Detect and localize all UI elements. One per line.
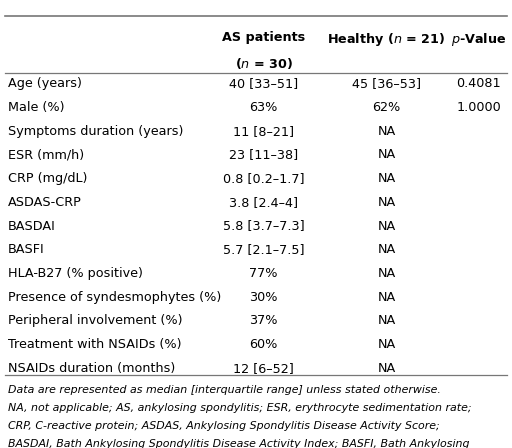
Text: 5.8 [3.7–7.3]: 5.8 [3.7–7.3] — [223, 220, 305, 233]
Text: Presence of syndesmophytes (%): Presence of syndesmophytes (%) — [8, 291, 221, 304]
Text: 40 [33–51]: 40 [33–51] — [229, 77, 298, 90]
Text: NA: NA — [377, 267, 396, 280]
Text: NA: NA — [377, 125, 396, 138]
Text: Healthy ($n$ = 21): Healthy ($n$ = 21) — [328, 31, 445, 48]
Text: NA: NA — [377, 291, 396, 304]
Text: ASDAS-CRP: ASDAS-CRP — [8, 196, 81, 209]
Text: CRP (mg/dL): CRP (mg/dL) — [8, 172, 87, 185]
Text: 37%: 37% — [249, 314, 278, 327]
Text: NA: NA — [377, 172, 396, 185]
Text: 0.4081: 0.4081 — [456, 77, 501, 90]
Text: ($n$ = 30): ($n$ = 30) — [234, 56, 293, 71]
Text: $p$-Value: $p$-Value — [451, 31, 506, 48]
Text: NSAIDs duration (months): NSAIDs duration (months) — [8, 362, 175, 375]
Text: NA: NA — [377, 362, 396, 375]
Text: Data are represented as median [interquartile range] unless stated otherwise.: Data are represented as median [interqua… — [8, 385, 440, 395]
Text: 30%: 30% — [249, 291, 278, 304]
Text: NA: NA — [377, 220, 396, 233]
Text: BASFI: BASFI — [8, 243, 45, 256]
Text: BASDAI: BASDAI — [8, 220, 56, 233]
Text: 3.8 [2.4–4]: 3.8 [2.4–4] — [229, 196, 298, 209]
Text: 12 [6–52]: 12 [6–52] — [233, 362, 294, 375]
Text: 63%: 63% — [249, 101, 278, 114]
Text: Treatment with NSAIDs (%): Treatment with NSAIDs (%) — [8, 338, 181, 351]
Text: 62%: 62% — [372, 101, 401, 114]
Text: 45 [36–53]: 45 [36–53] — [352, 77, 421, 90]
Text: 77%: 77% — [249, 267, 278, 280]
Text: 23 [11–38]: 23 [11–38] — [229, 148, 298, 161]
Text: Male (%): Male (%) — [8, 101, 64, 114]
Text: AS patients: AS patients — [222, 31, 305, 44]
Text: Symptoms duration (years): Symptoms duration (years) — [8, 125, 183, 138]
Text: 0.8 [0.2–1.7]: 0.8 [0.2–1.7] — [223, 172, 305, 185]
Text: NA: NA — [377, 314, 396, 327]
Text: NA: NA — [377, 338, 396, 351]
Text: Peripheral involvement (%): Peripheral involvement (%) — [8, 314, 182, 327]
Text: 1.0000: 1.0000 — [456, 101, 501, 114]
Text: NA: NA — [377, 196, 396, 209]
Text: Age (years): Age (years) — [8, 77, 81, 90]
Text: 11 [8–21]: 11 [8–21] — [233, 125, 294, 138]
Text: HLA-B27 (% positive): HLA-B27 (% positive) — [8, 267, 142, 280]
Text: 5.7 [2.1–7.5]: 5.7 [2.1–7.5] — [223, 243, 305, 256]
Text: NA, not applicable; AS, ankylosing spondylitis; ESR, erythrocyte sedimentation r: NA, not applicable; AS, ankylosing spond… — [8, 403, 472, 413]
Text: NA: NA — [377, 148, 396, 161]
Text: BASDAI, Bath Ankylosing Spondylitis Disease Activity Index; BASFI, Bath Ankylosi: BASDAI, Bath Ankylosing Spondylitis Dise… — [8, 439, 469, 448]
Text: NA: NA — [377, 243, 396, 256]
Text: CRP, C-reactive protein; ASDAS, Ankylosing Spondylitis Disease Activity Score;: CRP, C-reactive protein; ASDAS, Ankylosi… — [8, 421, 439, 431]
Text: ESR (mm/h): ESR (mm/h) — [8, 148, 84, 161]
Text: 60%: 60% — [249, 338, 278, 351]
